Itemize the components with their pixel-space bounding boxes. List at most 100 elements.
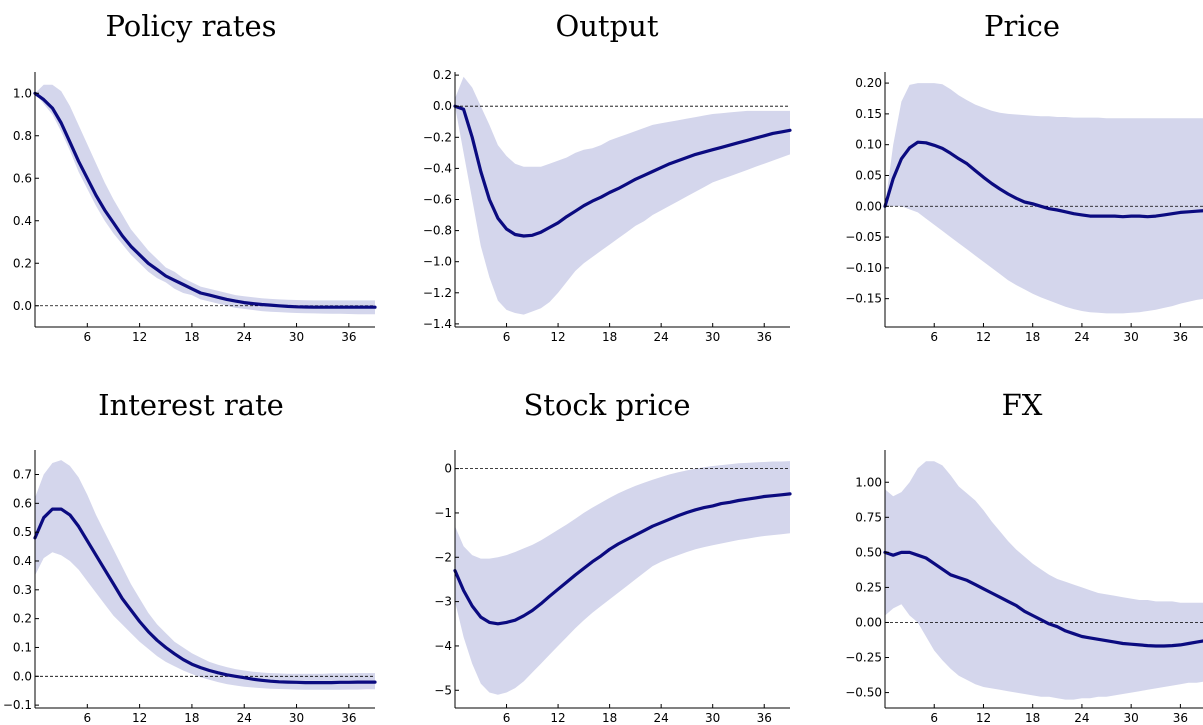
x-tick-label: 6 [83, 330, 91, 344]
panel-stock-price: Stock price 6 12 18 24 30 36 −5 −4 −3 −2 −1 0 [434, 388, 792, 725]
y-tick-label: 0.8 [13, 129, 32, 143]
x-tick-label: 36 [341, 330, 356, 344]
x-tick-label: 24 [654, 711, 669, 725]
y-tick-label: 0.10 [855, 138, 882, 152]
confidence-band [455, 461, 790, 695]
impulse-response-line [33, 507, 377, 685]
x-tick-label: 24 [1074, 711, 1089, 725]
y-tick-label: −1.4 [423, 317, 452, 331]
x-tick-label: 12 [976, 330, 991, 344]
confidence-band [885, 83, 1203, 314]
y-tick-label: 0.00 [855, 199, 882, 213]
x-tick-label: 18 [184, 711, 199, 725]
y-tick-label: 0.7 [13, 468, 32, 482]
confidence-band [35, 460, 375, 690]
panel-title: Stock price [523, 388, 690, 422]
x-tick-label: 18 [184, 330, 199, 344]
x-tick-label: 18 [1025, 330, 1040, 344]
x-tick-label: 6 [930, 711, 938, 725]
x-tick-label: 12 [550, 711, 565, 725]
x-tick-label: 12 [976, 711, 991, 725]
panel-title: Output [555, 9, 658, 43]
y-tick-label: −5 [434, 683, 452, 697]
panel-title: Price [984, 9, 1060, 43]
y-tick-label: 0.0 [13, 669, 32, 683]
confidence-band [455, 76, 790, 315]
x-tick-label: 36 [1173, 330, 1188, 344]
y-tick-label: 0.6 [13, 496, 32, 510]
x-tick-label: 12 [132, 711, 147, 725]
y-tick-label: 0.75 [855, 510, 882, 524]
y-tick-label: −1.2 [423, 286, 452, 300]
y-tick-label: 0.0 [433, 99, 452, 113]
y-tick-label: −0.6 [423, 193, 452, 207]
y-tick-label: 0.1 [13, 640, 32, 654]
y-tick-label: 0.15 [855, 107, 882, 121]
x-tick-label: 6 [83, 711, 91, 725]
y-tick-label: 1.00 [855, 475, 882, 489]
x-tick-label: 12 [132, 330, 147, 344]
x-tick-label: 24 [237, 330, 252, 344]
y-tick-label: 0.2 [433, 68, 452, 82]
confidence-band [35, 84, 375, 315]
impulse-response-line [453, 104, 792, 238]
x-tick-label: 30 [289, 711, 304, 725]
y-tick-label: −0.8 [423, 224, 452, 238]
x-tick-label: 18 [602, 330, 617, 344]
y-tick-label: 0.3 [13, 583, 32, 597]
y-tick-label: 0.20 [855, 76, 882, 90]
y-tick-label: 0 [444, 462, 452, 476]
x-tick-label: 6 [503, 711, 511, 725]
impulse-response-line [33, 91, 377, 309]
y-tick-label: 0.6 [13, 171, 32, 185]
panel-policy-rates: Policy rates 6 12 18 24 30 36 0.0 0.2 0.4 0.6 0.8 1.… [13, 9, 377, 344]
y-tick-label: −2 [434, 550, 452, 564]
y-tick-label: 0.5 [13, 525, 32, 539]
y-tick-label: 0.0 [13, 299, 32, 313]
y-tick-label: −0.05 [845, 230, 882, 244]
y-tick-label: 0.4 [13, 554, 32, 568]
x-tick-label: 18 [602, 711, 617, 725]
x-tick-label: 36 [757, 711, 772, 725]
impulse-response-line [453, 492, 792, 626]
x-tick-label: 6 [503, 330, 511, 344]
x-tick-label: 36 [341, 711, 356, 725]
y-tick-label: −3 [434, 595, 452, 609]
panel-title: FX [1002, 388, 1043, 422]
panel-title: Interest rate [98, 388, 284, 422]
x-tick-label: 36 [1173, 711, 1188, 725]
confidence-band [885, 461, 1203, 700]
y-tick-label: −0.25 [845, 651, 882, 665]
x-tick-label: 12 [550, 330, 565, 344]
y-tick-label: 1.0 [13, 86, 32, 100]
panel-output: Output 6 12 18 24 30 36 −1.4 −1.2 −1.0 −0.8 −0.6 −0.… [423, 9, 792, 344]
y-tick-label: 0.2 [13, 256, 32, 270]
x-tick-label: 24 [1074, 330, 1089, 344]
x-tick-label: 24 [654, 330, 669, 344]
panel-interest-rate: Interest rate 6 12 18 24 30 36 −0.1 0.0 0.1 0.2 0.3… [3, 388, 377, 725]
panel-title: Policy rates [105, 9, 276, 43]
panel-fx: FX 6 12 18 24 30 36 −0.50 −0.25 0.00 0.25 0.50 0.75 1… [845, 388, 1203, 725]
y-tick-label: 0.05 [855, 168, 882, 182]
y-tick-label: −0.4 [423, 161, 452, 175]
x-tick-label: 24 [237, 711, 252, 725]
x-tick-label: 30 [289, 330, 304, 344]
y-tick-label: 0.4 [13, 214, 32, 228]
y-tick-label: −0.15 [845, 292, 882, 306]
y-tick-label: −0.10 [845, 261, 882, 275]
x-tick-label: 36 [757, 330, 772, 344]
y-tick-label: −0.2 [423, 130, 452, 144]
x-tick-label: 18 [1025, 711, 1040, 725]
y-tick-label: −0.50 [845, 686, 882, 700]
x-tick-label: 30 [705, 330, 720, 344]
y-tick-label: −1.0 [423, 255, 452, 269]
y-tick-label: −4 [434, 639, 452, 653]
x-tick-label: 30 [705, 711, 720, 725]
x-tick-label: 30 [1124, 330, 1139, 344]
y-tick-label: −1 [434, 506, 452, 520]
impulse-response-line [883, 550, 1203, 648]
y-tick-label: 0.50 [855, 545, 882, 559]
panel-price: Price 6 12 18 24 30 36 −0.15 −0.10 −0.05 0.00 0.05 0… [845, 9, 1203, 344]
y-tick-label: 0.00 [855, 615, 882, 629]
